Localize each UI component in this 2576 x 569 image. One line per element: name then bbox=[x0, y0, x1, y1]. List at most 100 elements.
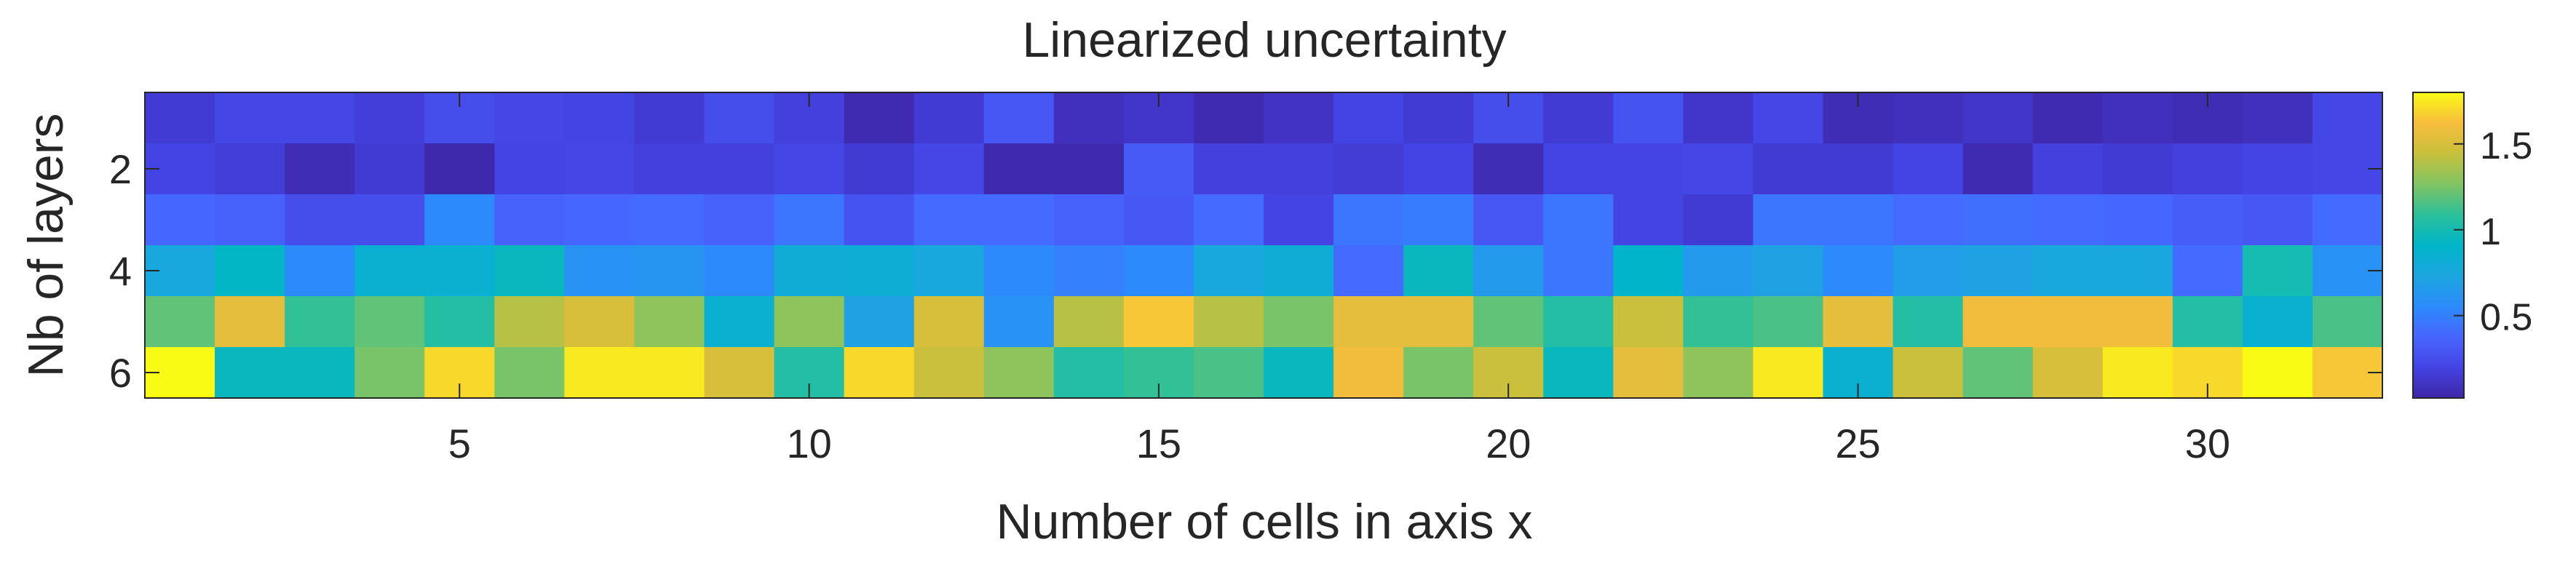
heatmap-cell bbox=[844, 245, 915, 297]
chart-title: Linearized uncertainty bbox=[1022, 12, 1506, 68]
heatmap-cell bbox=[1543, 245, 1614, 297]
heatmap-cell bbox=[1683, 245, 1754, 297]
heatmap-cell bbox=[1893, 143, 1964, 195]
heatmap-cell bbox=[914, 347, 985, 399]
heatmap-cell bbox=[983, 92, 1055, 144]
heatmap-cell bbox=[844, 296, 915, 348]
heatmap-cell bbox=[983, 296, 1055, 348]
heatmap-cell bbox=[1613, 92, 1684, 144]
heatmap-cell bbox=[2102, 245, 2173, 297]
heatmap-cell bbox=[1473, 194, 1544, 246]
heatmap-cell bbox=[844, 92, 915, 144]
heatmap-cell bbox=[704, 296, 775, 348]
heatmap-cell bbox=[2242, 194, 2313, 246]
heatmap-cell bbox=[774, 194, 845, 246]
heatmap-cell bbox=[424, 245, 495, 297]
heatmap-cell bbox=[494, 194, 565, 246]
heatmap-cell bbox=[1053, 194, 1125, 246]
heatmap-cell bbox=[285, 143, 355, 195]
heatmap-cell bbox=[424, 143, 495, 195]
heatmap-cell bbox=[1193, 194, 1264, 246]
heatmap-cell bbox=[1403, 245, 1474, 297]
x-axis-label: Number of cells in axis x bbox=[996, 494, 1533, 549]
heatmap-cell bbox=[2102, 296, 2173, 348]
heatmap-cell bbox=[2172, 296, 2243, 348]
heatmap-cell bbox=[774, 245, 845, 297]
heatmap-cell bbox=[564, 245, 635, 297]
heatmap-cell bbox=[564, 92, 635, 144]
heatmap-cell bbox=[1333, 143, 1404, 195]
heatmap-cell bbox=[914, 245, 985, 297]
heatmap-cell bbox=[634, 92, 705, 144]
y-axis-ticks: 2 4 6 bbox=[109, 146, 2382, 396]
heatmap-cell bbox=[1264, 143, 1334, 195]
heatmap-cell bbox=[494, 92, 565, 144]
x-tick-label: 5 bbox=[448, 421, 471, 466]
heatmap-cell bbox=[2102, 347, 2173, 399]
x-tick-label: 20 bbox=[1486, 421, 1531, 466]
heatmap-cell bbox=[1333, 296, 1404, 348]
heatmap-cell bbox=[844, 194, 915, 246]
heatmap-cell bbox=[2242, 143, 2313, 195]
heatmap-cell bbox=[1543, 296, 1614, 348]
heatmap-cell bbox=[215, 194, 285, 246]
colorbar-tick-label: 0.5 bbox=[2480, 297, 2532, 339]
heatmap-cell bbox=[704, 245, 775, 297]
plot-area-frame bbox=[144, 92, 2383, 399]
heatmap-cell bbox=[1053, 347, 1125, 399]
heatmap-cell bbox=[2102, 92, 2173, 144]
heatmap-cell bbox=[2172, 245, 2243, 297]
y-tick-label: 6 bbox=[109, 350, 132, 396]
heatmap-cell bbox=[1753, 143, 1824, 195]
heatmap-cell bbox=[1613, 245, 1684, 297]
heatmap-cell bbox=[494, 347, 565, 399]
heatmap-cell bbox=[1823, 245, 1894, 297]
heatmap-cell bbox=[1683, 194, 1754, 246]
heatmap-cell bbox=[354, 245, 425, 297]
heatmap-cell bbox=[774, 296, 845, 348]
heatmap-cell bbox=[2242, 347, 2313, 399]
heatmap-cell bbox=[2172, 194, 2243, 246]
heatmap-cell bbox=[1403, 143, 1474, 195]
heatmap-cell bbox=[1962, 296, 2034, 348]
y-tick-label: 2 bbox=[109, 146, 132, 192]
heatmap-cell bbox=[1893, 296, 1964, 348]
heatmap-cell bbox=[1193, 143, 1264, 195]
heatmap-cell bbox=[1193, 245, 1264, 297]
x-tick-label: 15 bbox=[1136, 421, 1181, 466]
heatmap-cell bbox=[1613, 194, 1684, 246]
heatmap-cell bbox=[1053, 143, 1125, 195]
heatmap-cell bbox=[494, 143, 565, 195]
heatmap-cell bbox=[2032, 194, 2104, 246]
heatmap-cell bbox=[704, 92, 775, 144]
heatmap-cell bbox=[424, 296, 495, 348]
heatmap-cell bbox=[983, 194, 1055, 246]
heatmap-cell bbox=[1123, 143, 1194, 195]
heatmap-cell bbox=[1543, 143, 1614, 195]
heatmap-cell bbox=[354, 296, 425, 348]
heatmap-cell bbox=[285, 296, 355, 348]
heatmap-cell bbox=[844, 143, 915, 195]
heatmap-cell bbox=[914, 296, 985, 348]
heatmap-cell bbox=[1823, 296, 1894, 348]
heatmap-cell bbox=[1893, 92, 1964, 144]
heatmap-cell bbox=[564, 143, 635, 195]
heatmap-cell bbox=[494, 296, 565, 348]
heatmap-cell bbox=[704, 143, 775, 195]
heatmap-cell bbox=[1053, 245, 1125, 297]
heatmap-cell bbox=[1753, 296, 1824, 348]
heatmap-cell bbox=[1193, 296, 1264, 348]
heatmap-cell bbox=[1893, 194, 1964, 246]
heatmap-cell bbox=[1753, 92, 1824, 144]
heatmap-cell bbox=[215, 143, 285, 195]
heatmap-cell bbox=[354, 143, 425, 195]
heatmap-cell bbox=[1753, 347, 1824, 399]
heatmap-cell bbox=[2312, 296, 2383, 348]
heatmap-cell bbox=[145, 296, 215, 348]
heatmap-cell bbox=[1333, 194, 1404, 246]
heatmap-cell bbox=[1683, 347, 1754, 399]
y-tick-label: 4 bbox=[109, 248, 132, 294]
heatmap-cell bbox=[1264, 347, 1334, 399]
heatmap-cell bbox=[285, 194, 355, 246]
